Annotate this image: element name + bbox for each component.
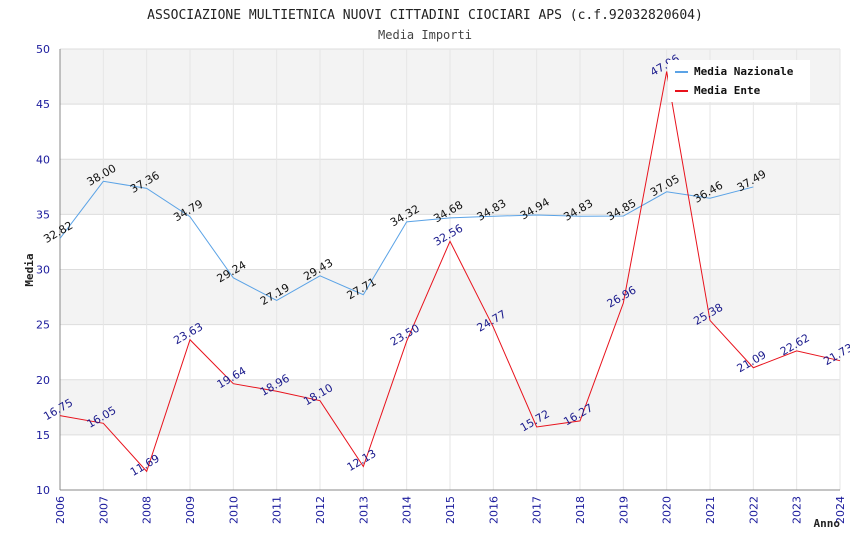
x-tick-label: 2014 bbox=[401, 496, 414, 524]
series-line-nazionale bbox=[59, 180, 754, 302]
y-tick-label: 20 bbox=[36, 374, 50, 387]
x-tick-label: 2016 bbox=[487, 496, 500, 524]
legend-box bbox=[668, 60, 810, 102]
x-tick-label: 2015 bbox=[444, 496, 457, 524]
chart-subtitle: Media Importi bbox=[378, 28, 472, 42]
x-tick-label: 2012 bbox=[314, 496, 327, 524]
y-tick-labels: 10 15 20 25 30 35 40 45 50 bbox=[36, 43, 50, 497]
x-tick-label: 2024 bbox=[834, 496, 847, 524]
x-tick-label: 2013 bbox=[357, 496, 370, 524]
y-tick-label: 40 bbox=[36, 153, 50, 166]
x-tick-label: 2009 bbox=[184, 496, 197, 524]
y-tick-label: 25 bbox=[36, 319, 50, 332]
x-tick-label: 2019 bbox=[617, 496, 630, 524]
x-axis-label: Anno bbox=[814, 517, 841, 530]
legend: Media Nazionale Media Ente bbox=[668, 60, 810, 102]
y-tick-label: 35 bbox=[36, 208, 50, 221]
axes bbox=[59, 49, 840, 491]
x-tick-label: 2008 bbox=[141, 496, 154, 524]
series-lines bbox=[59, 71, 841, 473]
y-tick-label: 50 bbox=[36, 43, 50, 56]
x-tick-label: 2010 bbox=[227, 496, 240, 524]
y-tick-label: 10 bbox=[36, 484, 50, 497]
series-line-ente bbox=[59, 71, 841, 473]
x-tick-label: 2022 bbox=[747, 496, 760, 524]
chart-title: ASSOCIAZIONE MULTIETNICA NUOVI CITTADINI… bbox=[147, 8, 703, 23]
x-tick-label: 2011 bbox=[271, 496, 284, 524]
x-tick-labels: 2006 2007 2008 2009 2010 2011 2012 2013 2014 2015… bbox=[54, 496, 847, 524]
y-tick-label: 45 bbox=[36, 98, 50, 111]
legend-label-ente: Media Ente bbox=[694, 84, 761, 97]
x-tick-label: 2023 bbox=[791, 496, 804, 524]
x-tick-label: 2006 bbox=[54, 496, 67, 524]
x-tick-label: 2020 bbox=[661, 496, 674, 524]
y-tick-label: 15 bbox=[36, 429, 50, 442]
x-tick-label: 2017 bbox=[531, 496, 544, 524]
x-tick-label: 2007 bbox=[97, 496, 110, 524]
y-tick-label: 30 bbox=[36, 264, 50, 277]
y-axis-label: Media bbox=[23, 253, 36, 286]
x-tick-label: 2018 bbox=[574, 496, 587, 524]
x-tick-label: 2021 bbox=[704, 496, 717, 524]
legend-label-nazionale: Media Nazionale bbox=[694, 65, 794, 78]
